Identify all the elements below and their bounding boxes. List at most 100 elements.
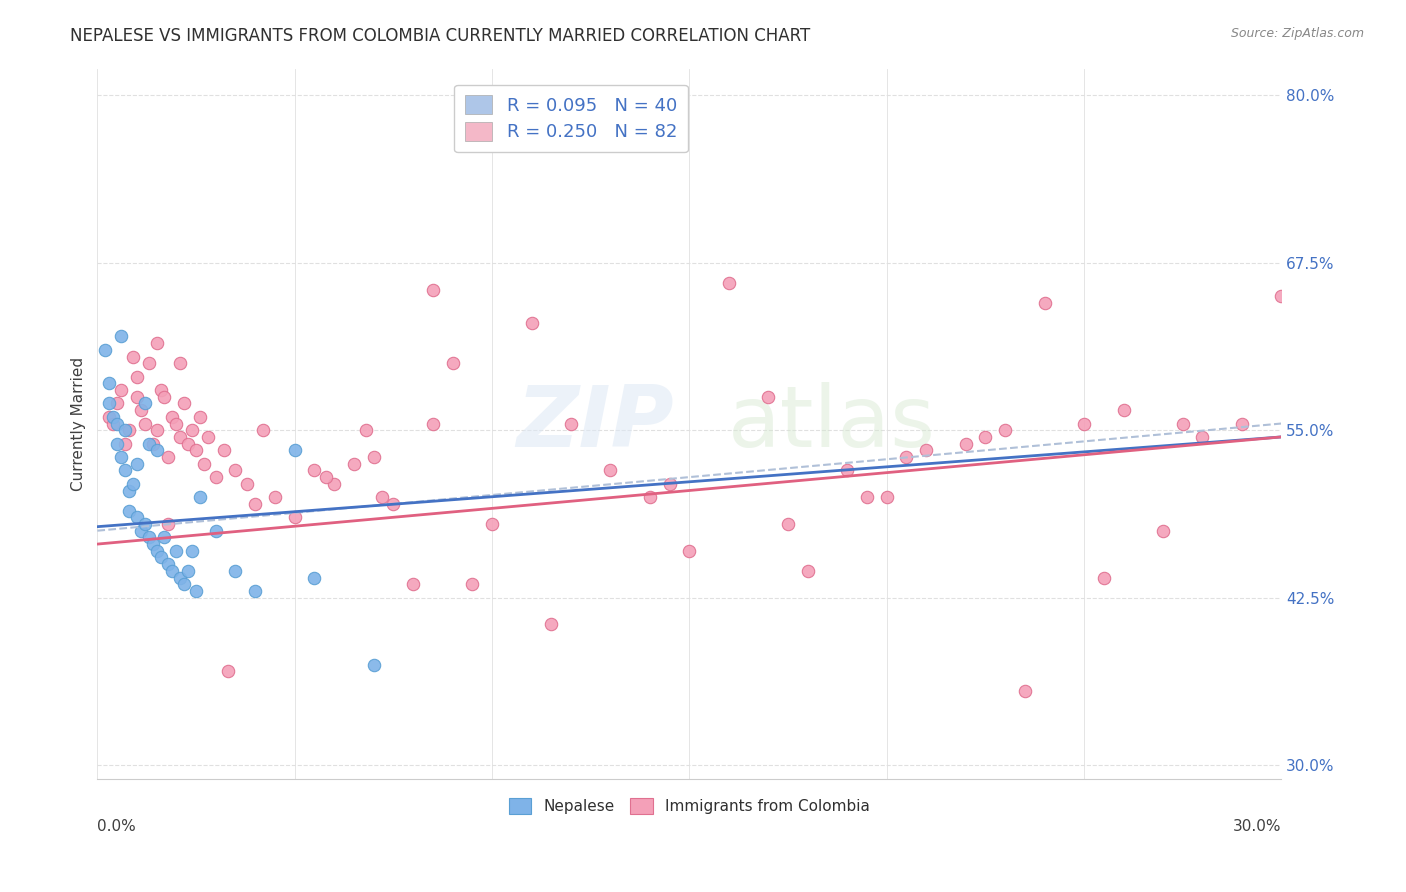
Point xyxy=(461,577,484,591)
Point xyxy=(284,510,307,524)
Point xyxy=(153,530,176,544)
Point xyxy=(323,476,346,491)
Point xyxy=(1230,417,1253,431)
Point xyxy=(315,470,337,484)
Point xyxy=(122,350,145,364)
Point xyxy=(245,584,267,599)
Point xyxy=(181,423,204,437)
Point xyxy=(284,443,307,458)
Point xyxy=(224,564,246,578)
Point xyxy=(382,497,405,511)
Point xyxy=(138,356,160,370)
Legend: Nepalese, Immigrants from Colombia: Nepalese, Immigrants from Colombia xyxy=(502,792,876,821)
Point xyxy=(204,524,226,538)
Point xyxy=(138,436,160,450)
Point xyxy=(197,430,219,444)
Point xyxy=(162,409,184,424)
Point xyxy=(837,463,859,477)
Point xyxy=(876,490,898,504)
Point xyxy=(114,463,136,477)
Point xyxy=(797,564,820,578)
Point xyxy=(441,356,464,370)
Point xyxy=(193,457,215,471)
Point xyxy=(1152,524,1174,538)
Point xyxy=(678,543,700,558)
Point xyxy=(110,450,132,464)
Point xyxy=(122,476,145,491)
Point xyxy=(114,423,136,437)
Point xyxy=(1171,417,1194,431)
Point xyxy=(105,396,128,410)
Point xyxy=(856,490,879,504)
Point xyxy=(157,450,180,464)
Point xyxy=(98,376,121,391)
Point xyxy=(599,463,621,477)
Point xyxy=(145,423,167,437)
Point xyxy=(1112,403,1135,417)
Point xyxy=(638,490,661,504)
Point xyxy=(125,510,148,524)
Point xyxy=(402,577,425,591)
Point xyxy=(481,516,503,531)
Point xyxy=(134,417,156,431)
Point xyxy=(252,423,274,437)
Point xyxy=(98,396,121,410)
Point xyxy=(370,490,392,504)
Point xyxy=(1073,417,1095,431)
Point xyxy=(110,329,132,343)
Text: NEPALESE VS IMMIGRANTS FROM COLOMBIA CURRENTLY MARRIED CORRELATION CHART: NEPALESE VS IMMIGRANTS FROM COLOMBIA CUR… xyxy=(70,27,810,45)
Point xyxy=(955,436,977,450)
Point xyxy=(94,343,117,357)
Point xyxy=(177,564,200,578)
Point xyxy=(165,417,187,431)
Point xyxy=(520,316,543,330)
Point xyxy=(110,383,132,397)
Point xyxy=(776,516,799,531)
Point xyxy=(138,530,160,544)
Point xyxy=(974,430,997,444)
Point xyxy=(118,423,141,437)
Point xyxy=(304,463,326,477)
Point xyxy=(98,409,121,424)
Point xyxy=(129,403,152,417)
Point xyxy=(145,443,167,458)
Point xyxy=(101,417,124,431)
Point xyxy=(717,276,740,290)
Point xyxy=(540,617,562,632)
Point xyxy=(129,524,152,538)
Point xyxy=(177,436,200,450)
Point xyxy=(756,390,779,404)
Point xyxy=(1033,296,1056,310)
Point xyxy=(134,396,156,410)
Point xyxy=(994,423,1017,437)
Text: ZIP: ZIP xyxy=(516,382,673,465)
Text: 0.0%: 0.0% xyxy=(97,819,136,834)
Point xyxy=(173,577,195,591)
Point xyxy=(363,450,385,464)
Point xyxy=(157,516,180,531)
Point xyxy=(145,336,167,351)
Point xyxy=(204,470,226,484)
Point xyxy=(217,665,239,679)
Point xyxy=(188,409,211,424)
Point xyxy=(157,557,180,571)
Point xyxy=(149,383,172,397)
Point xyxy=(212,443,235,458)
Point xyxy=(125,457,148,471)
Point xyxy=(125,369,148,384)
Point xyxy=(1092,571,1115,585)
Point xyxy=(125,390,148,404)
Point xyxy=(165,543,187,558)
Point xyxy=(343,457,366,471)
Point xyxy=(173,396,195,410)
Point xyxy=(245,497,267,511)
Point xyxy=(118,503,141,517)
Point xyxy=(105,436,128,450)
Point xyxy=(134,516,156,531)
Point xyxy=(354,423,377,437)
Text: Source: ZipAtlas.com: Source: ZipAtlas.com xyxy=(1230,27,1364,40)
Point xyxy=(915,443,938,458)
Point xyxy=(184,443,207,458)
Point xyxy=(114,436,136,450)
Point xyxy=(184,584,207,599)
